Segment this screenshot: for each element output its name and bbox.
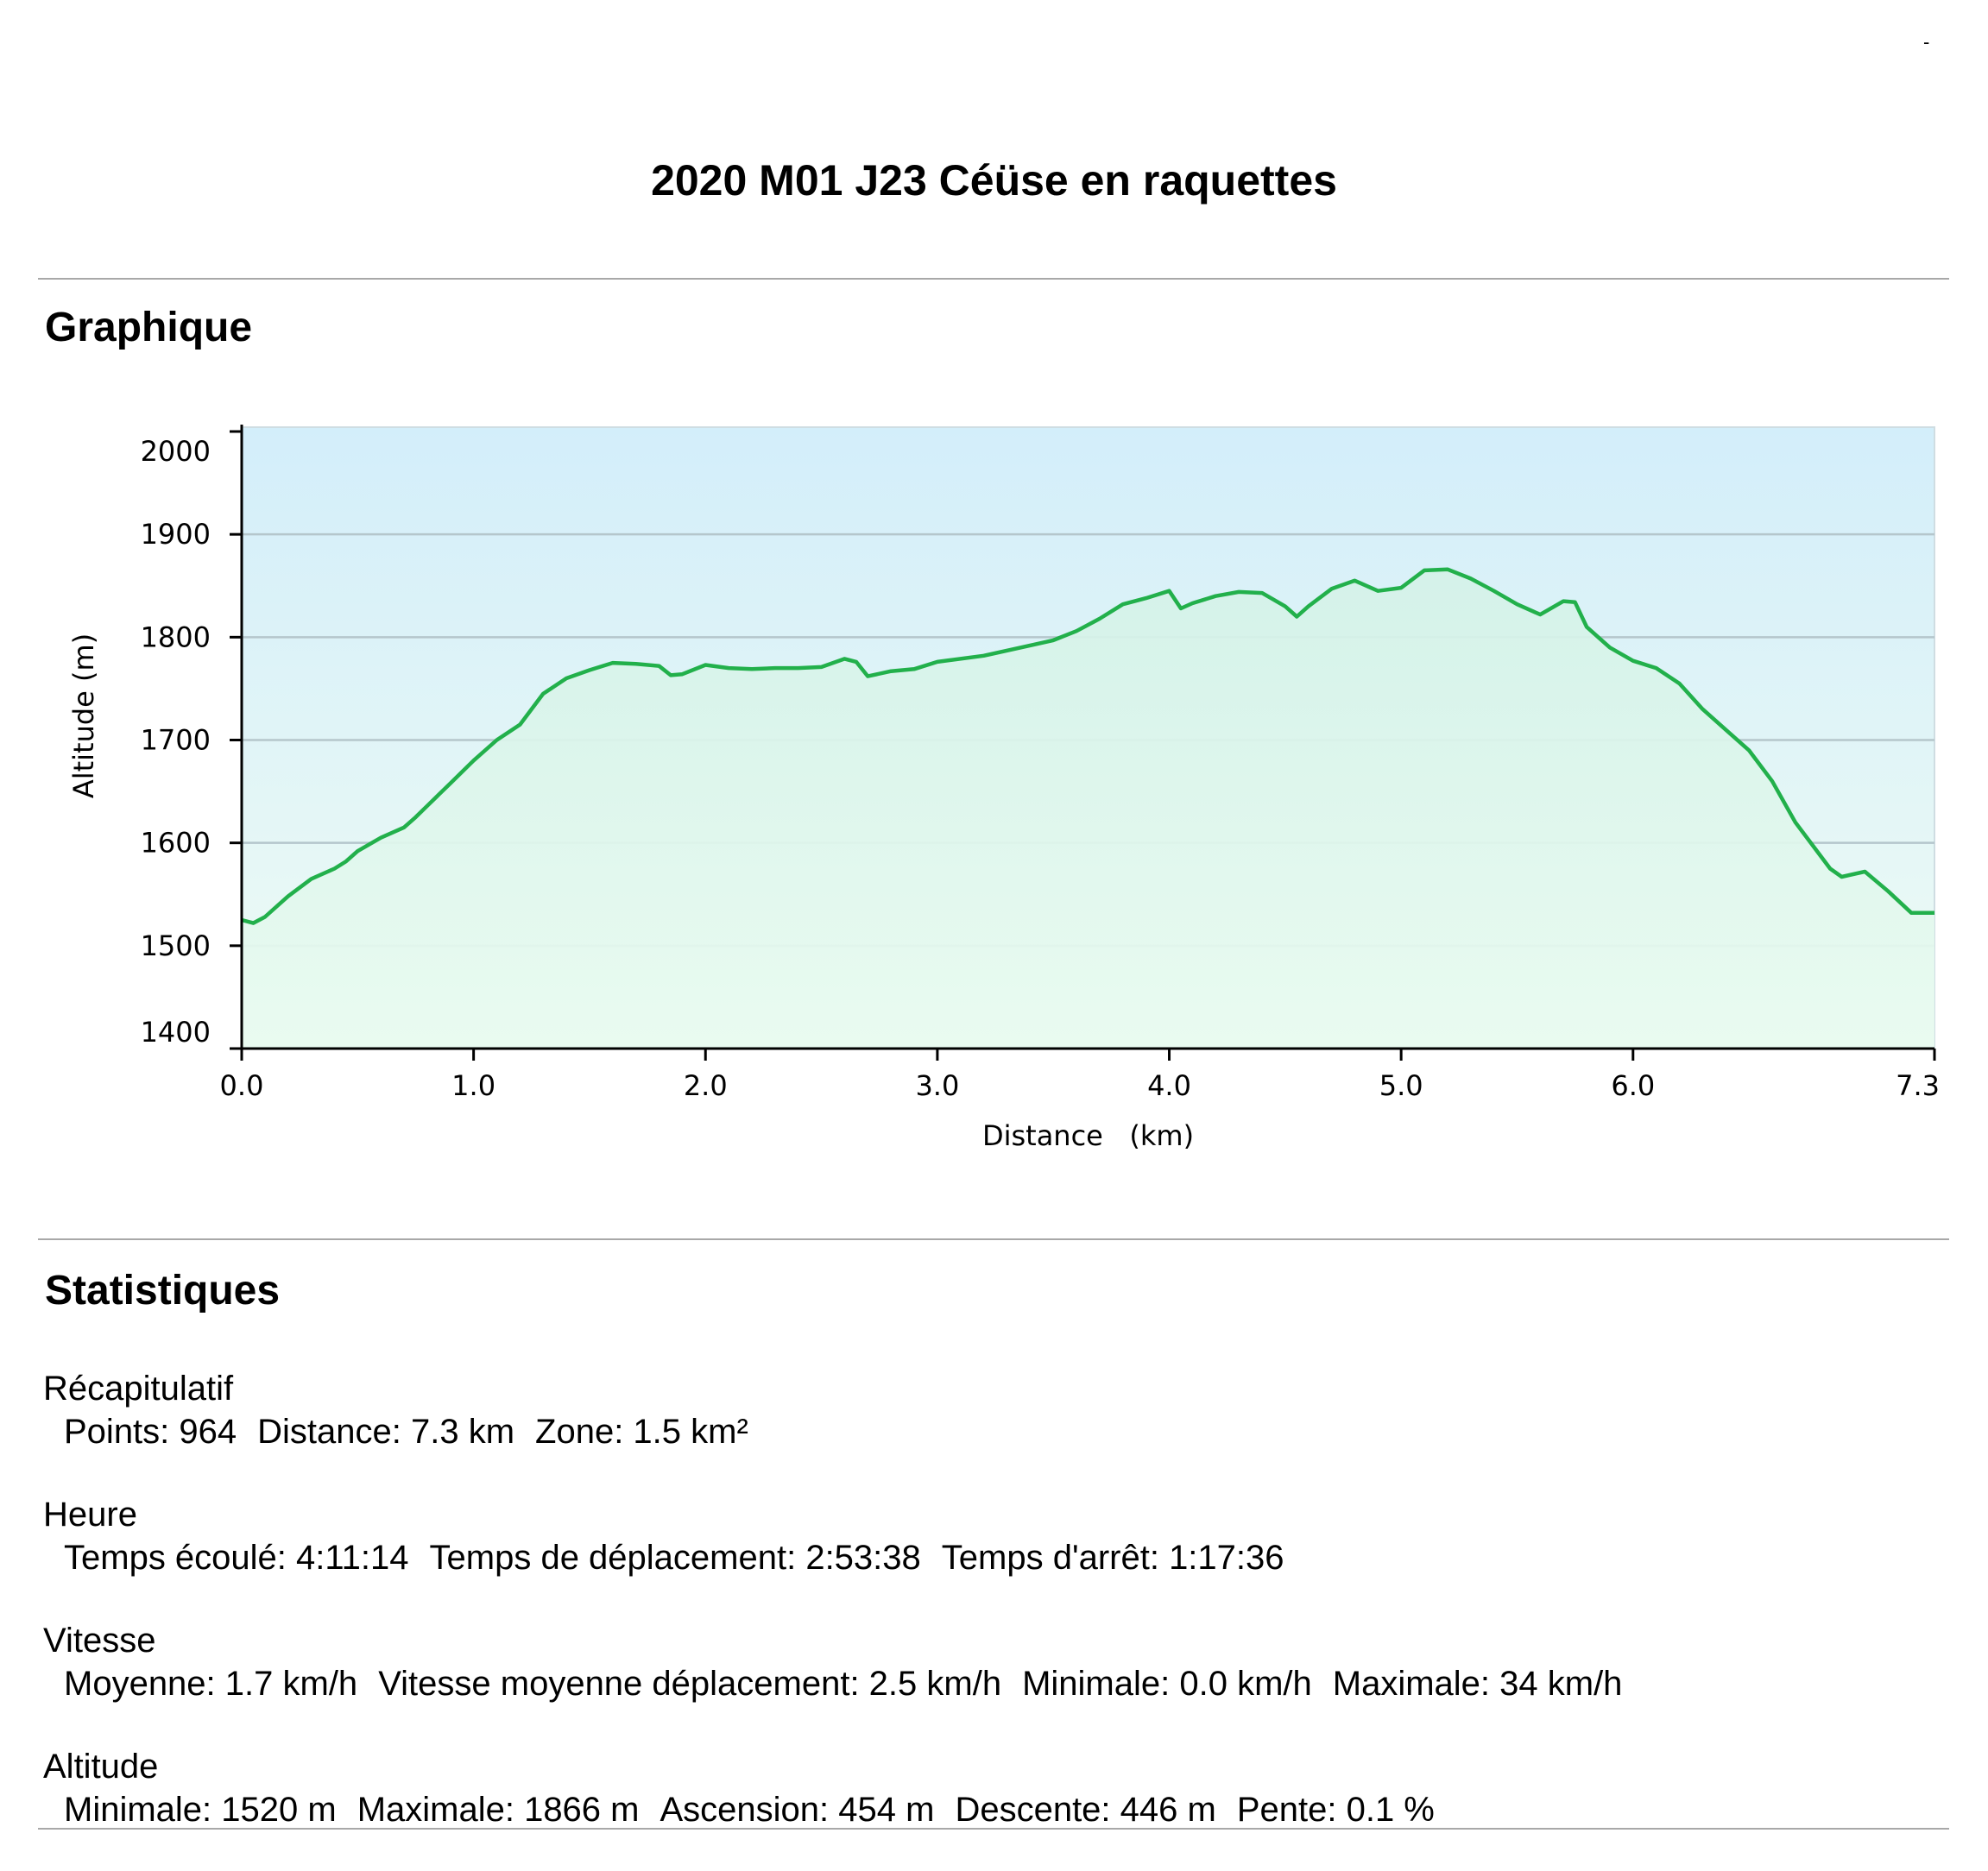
x-tick-label: 7.3	[1896, 1069, 1940, 1102]
y-tick-label: 1700	[141, 724, 211, 757]
stat-values: Moyenne: 1.7 km/h Vitesse moyenne déplace…	[43, 1662, 1643, 1705]
stat-values: Minimale: 1520 m Maximale: 1866 m Ascensio…	[43, 1788, 1643, 1831]
stat-item: Maximale: 34 km/h	[1332, 1665, 1623, 1703]
stat-item: Ascension: 454 m	[660, 1791, 935, 1829]
stat-group-label: Récapitulatif	[43, 1370, 234, 1408]
stat-group-label: Altitude	[43, 1748, 159, 1786]
stat-item: Vitesse moyenne déplacement: 2.5 km/h	[378, 1665, 1002, 1703]
x-tick-label: 4.0	[1147, 1069, 1191, 1102]
stat-group: Vitesse Moyenne: 1.7 km/h Vitesse moyenne …	[43, 1619, 1643, 1745]
y-axis-label: Altitude (m)	[67, 633, 100, 798]
page-title: 2020 M01 J23 Céüse en raquettes	[651, 156, 1337, 205]
stat-item: Temps d'arrêt: 1:17:36	[941, 1539, 1284, 1577]
divider-middle	[38, 1238, 1949, 1240]
stat-item: Zone: 1.5 km²	[535, 1413, 748, 1451]
chart-section-heading: Graphique	[45, 305, 253, 350]
elevation-chart: 2000 1900 1800 1700 1600 1500 1400 0.0 1.0 2.0 3.0…	[67, 425, 1940, 1152]
stat-group: Récapitulatif Points: 964 Distance: 7.3 km…	[43, 1367, 1643, 1493]
divider-top	[38, 278, 1949, 280]
stat-values: Points: 964 Distance: 7.3 km Zone: 1.5 km²	[43, 1410, 1643, 1453]
x-tick-label: 0.0	[220, 1069, 264, 1102]
stat-item: Moyenne: 1.7 km/h	[64, 1665, 358, 1703]
stat-group-label: Heure	[43, 1496, 137, 1534]
stat-values: Temps écoulé: 4:11:14 Temps de déplacemen…	[43, 1536, 1643, 1579]
stat-item: Pente: 0.1 %	[1236, 1791, 1435, 1829]
stat-item: Maximale: 1866 m	[357, 1791, 640, 1829]
stat-item: Descente: 446 m	[955, 1791, 1216, 1829]
divider-bottom	[38, 1828, 1949, 1830]
stat-item: Minimale: 1520 m	[64, 1791, 337, 1829]
x-axis-label: Distance (km)	[982, 1119, 1194, 1152]
stat-item: Points: 964	[64, 1413, 237, 1451]
y-tick-label: 1900	[141, 518, 211, 551]
stat-item: Temps écoulé: 4:11:14	[64, 1539, 409, 1577]
y-tick-label: 1400	[141, 1016, 211, 1049]
y-tick-label: 2000	[141, 435, 211, 468]
x-tick-label: 6.0	[1611, 1069, 1655, 1102]
stat-group: Heure Temps écoulé: 4:11:14 Temps de dépla…	[43, 1493, 1643, 1619]
elevation-area	[242, 569, 1934, 1049]
stat-item: Minimale: 0.0 km/h	[1022, 1665, 1312, 1703]
x-tick-label: 3.0	[915, 1069, 959, 1102]
y-tick-label: 1800	[141, 621, 211, 653]
y-tick-label: 1600	[141, 827, 211, 860]
x-tick-label: 2.0	[684, 1069, 728, 1102]
corner-mark: -	[1923, 31, 1930, 53]
elevation-line	[241, 567, 1934, 925]
statistics-panel: Récapitulatif Points: 964 Distance: 7.3 km…	[43, 1367, 1643, 1871]
stat-item: Temps de déplacement: 2:53:38	[429, 1539, 921, 1577]
x-tick-label: 5.0	[1379, 1069, 1423, 1102]
stat-group-label: Vitesse	[43, 1622, 156, 1660]
x-tick-label: 1.0	[451, 1069, 495, 1102]
stat-group: Altitude Minimale: 1520 m Maximale: 1866 m…	[43, 1745, 1643, 1871]
y-tick-label: 1500	[141, 929, 211, 962]
stats-section-heading: Statistiques	[45, 1268, 281, 1313]
stat-item: Distance: 7.3 km	[257, 1413, 515, 1451]
